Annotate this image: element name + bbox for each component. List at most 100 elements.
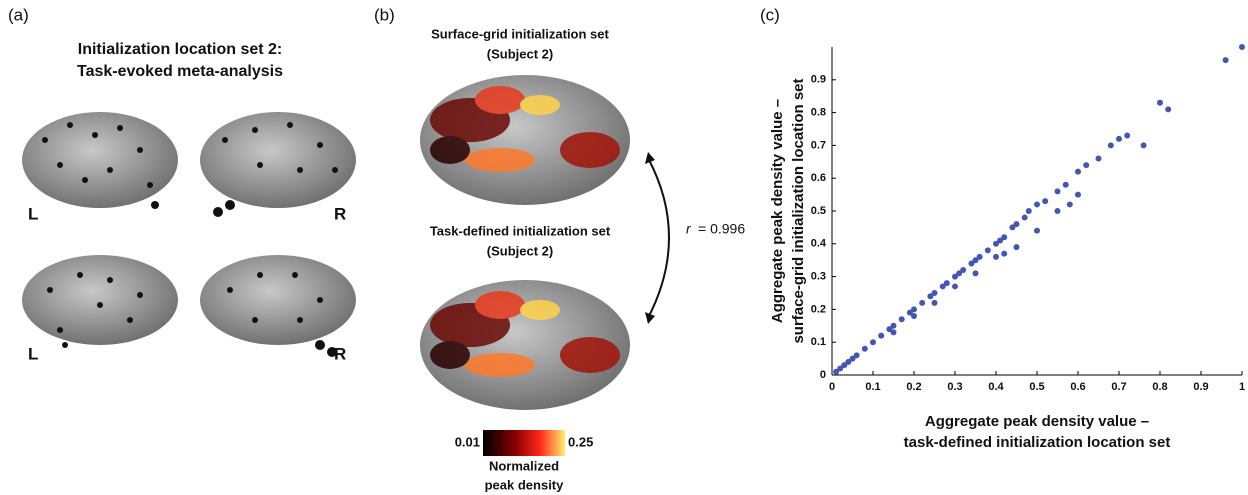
colorbar-label: peak density xyxy=(485,477,565,492)
x-axis-label: Aggregate peak density value – xyxy=(925,413,1149,430)
y-tick-label: 0.4 xyxy=(811,238,827,250)
x-tick-label: 1 xyxy=(1239,381,1245,393)
y-tick-label: 0.9 xyxy=(811,74,826,86)
point xyxy=(952,273,958,280)
point xyxy=(1083,162,1090,169)
y-tick-label: 0.6 xyxy=(811,172,826,184)
point xyxy=(861,345,868,352)
point xyxy=(1157,99,1163,106)
point xyxy=(976,253,983,260)
brain-title: Surface-grid initialization set xyxy=(431,26,609,41)
panel-label: (c) xyxy=(760,5,780,24)
point xyxy=(1025,208,1032,214)
point xyxy=(1140,142,1147,149)
point xyxy=(870,339,876,346)
point xyxy=(972,257,979,264)
y-tick-label: 0 xyxy=(820,369,826,381)
colorbar-max: 0.25 xyxy=(568,434,593,449)
point xyxy=(931,299,938,306)
point xyxy=(911,312,917,319)
x-tick-label: 0.9 xyxy=(1193,381,1208,393)
point xyxy=(939,283,946,290)
point xyxy=(878,332,885,339)
x-tick-label: 0.2 xyxy=(906,381,921,393)
correlation-value: = 0.996 xyxy=(698,221,745,237)
y-tick-label: 0.1 xyxy=(811,336,826,348)
point xyxy=(997,237,1004,244)
colorbar-min: 0.01 xyxy=(455,434,480,449)
scatter-plot: 0 0.1 0.2 0.3 0.4 0.5 0.6 0.7 0.8 0.9 1 0 0.1 0.2 0.3 0… xyxy=(769,44,1245,451)
point xyxy=(1034,227,1040,234)
point xyxy=(1075,168,1081,175)
y-tick-label: 0.3 xyxy=(811,271,826,283)
point xyxy=(993,253,999,260)
brain-title: (Subject 2) xyxy=(487,243,553,258)
point xyxy=(968,260,975,267)
x-tick-label: 0.8 xyxy=(1152,381,1167,393)
point xyxy=(1124,132,1131,139)
point xyxy=(1042,198,1049,205)
y-axis-label: surface-grid initialization location set xyxy=(790,78,807,343)
point xyxy=(931,290,938,296)
point xyxy=(833,368,840,375)
point xyxy=(845,358,852,365)
brain-title: (Subject 2) xyxy=(487,46,553,61)
point xyxy=(1239,44,1245,50)
point xyxy=(890,322,897,329)
point xyxy=(1013,221,1020,228)
x-tick-label: 0.1 xyxy=(865,381,880,393)
panel-label: (a) xyxy=(8,5,29,24)
x-axis-label: task-defined initialization location set xyxy=(904,434,1171,451)
hemisphere-label: L xyxy=(28,204,38,223)
x-tick-label: 0 xyxy=(829,381,835,393)
x-tick-label: 0.7 xyxy=(1111,381,1126,393)
point xyxy=(906,309,913,316)
y-tick-label: 0.2 xyxy=(811,303,826,315)
point xyxy=(1054,188,1061,195)
point xyxy=(984,247,991,254)
colorbar-label: Normalized xyxy=(489,458,559,473)
point xyxy=(841,362,848,369)
point xyxy=(1009,224,1016,231)
point xyxy=(1021,214,1028,221)
point xyxy=(960,267,967,274)
point xyxy=(1054,208,1061,214)
x-tick-label: 0.6 xyxy=(1070,381,1085,393)
panel-title: Initialization location set 2: xyxy=(78,41,282,58)
point xyxy=(1107,142,1114,149)
x-tick-label: 0.4 xyxy=(988,381,1004,393)
point xyxy=(898,316,905,323)
y-tick-label: 0.7 xyxy=(811,139,826,151)
point xyxy=(956,270,963,277)
point xyxy=(1066,201,1073,208)
point xyxy=(890,329,897,336)
y-tick-label: 0.5 xyxy=(811,205,826,217)
point xyxy=(927,293,934,300)
brains-a xyxy=(22,112,356,357)
hemisphere-label: R xyxy=(334,344,346,363)
point xyxy=(919,299,926,306)
point xyxy=(1001,234,1008,241)
point xyxy=(1062,181,1069,188)
panel-title: Task-evoked meta-analysis xyxy=(77,63,283,80)
point xyxy=(1075,191,1081,198)
point xyxy=(837,365,844,372)
point xyxy=(1165,106,1172,113)
point xyxy=(1013,244,1020,251)
point xyxy=(849,355,856,362)
brains-b xyxy=(420,75,670,456)
point xyxy=(943,280,950,287)
correlation-symbol: r xyxy=(686,221,692,237)
point xyxy=(972,270,979,277)
point xyxy=(1001,250,1008,257)
hemisphere-label: L xyxy=(28,344,38,363)
y-axis-label: Aggregate peak density value – xyxy=(769,99,786,323)
x-tick-label: 0.5 xyxy=(1029,381,1044,393)
point xyxy=(1034,201,1040,208)
y-tick-label: 0.8 xyxy=(811,107,826,119)
brain-title: Task-defined initialization set xyxy=(430,223,611,238)
point xyxy=(1095,155,1102,162)
point xyxy=(886,326,893,333)
